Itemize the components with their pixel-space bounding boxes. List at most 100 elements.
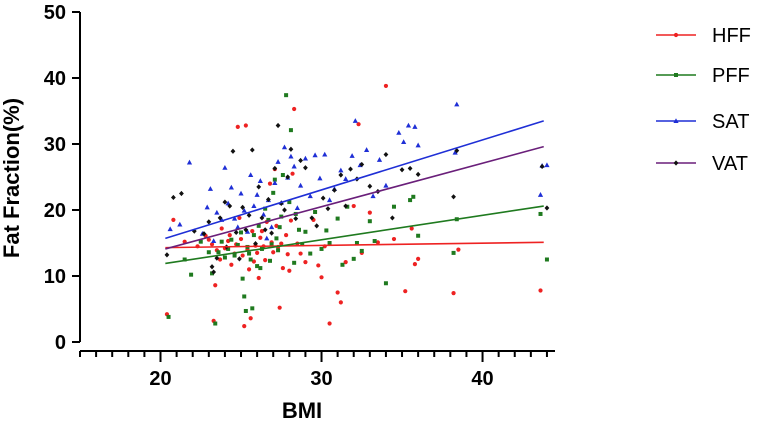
pff-point <box>255 264 260 269</box>
pff-point <box>219 239 224 244</box>
vat-point <box>222 199 228 205</box>
sat-point <box>364 147 370 152</box>
vat-point <box>454 148 460 154</box>
sat-point <box>405 122 412 128</box>
pff-point <box>272 177 277 182</box>
hff-point <box>338 300 343 305</box>
hff-point <box>235 124 240 129</box>
pff-point <box>206 250 211 255</box>
vat-point <box>259 215 265 221</box>
pff-point <box>296 227 301 232</box>
y-tick-label: 10 <box>44 266 66 288</box>
pff-point <box>340 262 345 267</box>
legend-marker-pff <box>674 73 678 77</box>
sat-point <box>177 221 183 227</box>
pff-point <box>243 308 248 313</box>
hff-point <box>290 171 295 176</box>
pff-point <box>327 241 332 245</box>
sat-point <box>222 164 228 170</box>
vat-point <box>201 231 207 237</box>
sat-point <box>207 186 214 191</box>
sat-point <box>370 193 376 199</box>
hff-point <box>219 226 224 231</box>
hff-point <box>227 232 232 238</box>
sat-point <box>238 190 244 196</box>
pff-point <box>213 321 218 326</box>
vat-point <box>293 215 299 222</box>
sat-fit-line <box>165 120 544 240</box>
hff-point <box>251 259 256 264</box>
pff-point <box>210 271 215 276</box>
vat-fit-line <box>165 145 544 250</box>
hff-point <box>327 321 332 326</box>
hff-point <box>240 253 245 258</box>
hff-point <box>259 229 265 234</box>
pff-point <box>544 257 549 262</box>
pff-point <box>263 206 268 211</box>
pff-point <box>216 250 221 255</box>
pff-point <box>313 209 318 214</box>
pff-point <box>288 128 293 133</box>
hff-point <box>280 265 285 271</box>
sat-point <box>186 159 193 165</box>
vat-point <box>343 203 349 209</box>
hff-point <box>246 267 252 272</box>
pff-point <box>226 246 231 251</box>
vat-point <box>383 151 389 158</box>
sat-point <box>349 153 355 158</box>
vat-point <box>164 252 170 258</box>
pff-point <box>182 257 187 262</box>
sat-point <box>214 209 220 215</box>
hff-point <box>292 106 297 112</box>
hff-point <box>316 263 321 268</box>
pff-point <box>239 230 244 235</box>
pff-point <box>416 233 421 238</box>
sat-point <box>376 157 383 162</box>
sat-point <box>228 184 234 190</box>
pff-point <box>232 253 237 258</box>
sat-point <box>415 142 421 148</box>
pff-point <box>411 194 416 199</box>
hff-point <box>267 181 273 186</box>
x-axis-title: BMI <box>282 398 322 423</box>
pff-point <box>538 211 543 216</box>
hff-point <box>243 123 248 128</box>
pff-point <box>287 200 292 205</box>
sat-point <box>235 224 241 230</box>
hff-point <box>456 247 461 252</box>
y-tick-label: 30 <box>44 134 66 156</box>
hff-point <box>335 290 340 295</box>
vat-point <box>253 241 258 247</box>
pff-point <box>279 214 284 219</box>
hff-point <box>237 215 242 221</box>
vat-point <box>265 196 271 203</box>
vat-point <box>285 174 291 180</box>
pff-point <box>256 223 261 228</box>
sat-point <box>537 192 544 197</box>
pff-point <box>166 314 171 319</box>
vat-point <box>214 255 220 261</box>
pff-point <box>372 239 377 244</box>
hff-point <box>538 288 543 293</box>
pff-point <box>280 173 285 178</box>
hff-point <box>274 223 279 228</box>
sat-point <box>248 172 254 178</box>
hff-point <box>255 250 260 255</box>
hff-point <box>343 260 348 265</box>
pff-point <box>300 242 305 247</box>
sat-point <box>401 139 407 145</box>
hff-point <box>206 237 211 242</box>
pff-point <box>383 281 388 286</box>
pff-point <box>247 251 252 256</box>
pff-point <box>351 256 356 261</box>
pff-point <box>258 266 263 271</box>
sat-point <box>231 215 238 221</box>
y-tick-label: 40 <box>44 68 66 90</box>
hff-point <box>271 250 276 255</box>
hff-point <box>248 316 253 321</box>
vat-point <box>320 195 326 201</box>
vat-point <box>230 148 236 154</box>
sat-point <box>352 118 358 123</box>
hff-point <box>351 203 356 209</box>
vat-point <box>206 219 212 225</box>
